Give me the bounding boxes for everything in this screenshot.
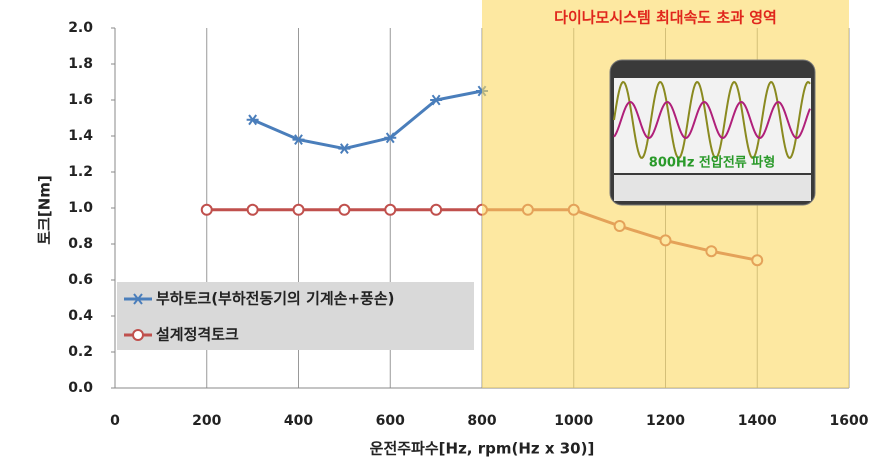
point <box>384 203 397 216</box>
inset: 800Hz 전압전류 파형 <box>609 59 816 206</box>
legend-marker <box>132 293 144 305</box>
y-axis-label: 토크[Nm] <box>36 175 54 245</box>
y-tick-label: 0.6 <box>68 272 93 288</box>
point <box>430 94 443 106</box>
legend <box>117 282 474 350</box>
point <box>292 134 305 145</box>
x-tick-label: 200 <box>192 413 221 429</box>
point <box>200 203 213 216</box>
y-tick-label: 0.4 <box>68 308 93 324</box>
inset-label: 800Hz 전압전류 파형 <box>649 155 775 171</box>
point <box>246 114 259 126</box>
legend-label: 부하토크(부하전동기의 기계손+풍손) <box>156 290 395 308</box>
series-line <box>252 89 483 151</box>
point <box>338 203 351 216</box>
x-tick-label: 800 <box>467 413 496 429</box>
y-tick-label: 0.8 <box>68 236 93 252</box>
y-tick-label: 2.0 <box>68 20 93 36</box>
x-tick-label: 600 <box>376 413 405 429</box>
x-tick-label: 1400 <box>738 413 777 429</box>
region-annotation: 다이나모시스템 최대속도 초과 영역 <box>554 9 777 27</box>
x-tick-label: 1600 <box>830 413 869 429</box>
point <box>430 203 443 216</box>
inset-table <box>614 175 811 201</box>
inset-wave <box>613 100 811 140</box>
inset-wave <box>613 80 811 160</box>
y-tick-label: 0.0 <box>68 380 93 396</box>
y-tick-label: 1.0 <box>68 200 93 216</box>
y-tick-label: 1.8 <box>68 56 93 72</box>
y-tick-label: 1.6 <box>68 92 93 108</box>
x-tick-label: 1000 <box>554 413 593 429</box>
point <box>384 132 397 144</box>
point <box>292 203 305 216</box>
point <box>338 143 351 154</box>
y-tick-label: 1.4 <box>68 128 93 144</box>
legend-label: 설계정격토크 <box>156 326 239 344</box>
y-tick-label: 0.2 <box>68 344 93 360</box>
legend-marker <box>132 329 144 341</box>
y-tick-label: 1.2 <box>68 164 93 180</box>
x-tick-label: 0 <box>110 413 120 429</box>
x-axis-label: 운전주파수[Hz, rpm(Hz x 30)] <box>370 440 595 458</box>
point <box>246 203 259 216</box>
x-tick-label: 400 <box>284 413 313 429</box>
inset-screen <box>614 78 811 173</box>
x-tick-label: 1200 <box>646 413 685 429</box>
